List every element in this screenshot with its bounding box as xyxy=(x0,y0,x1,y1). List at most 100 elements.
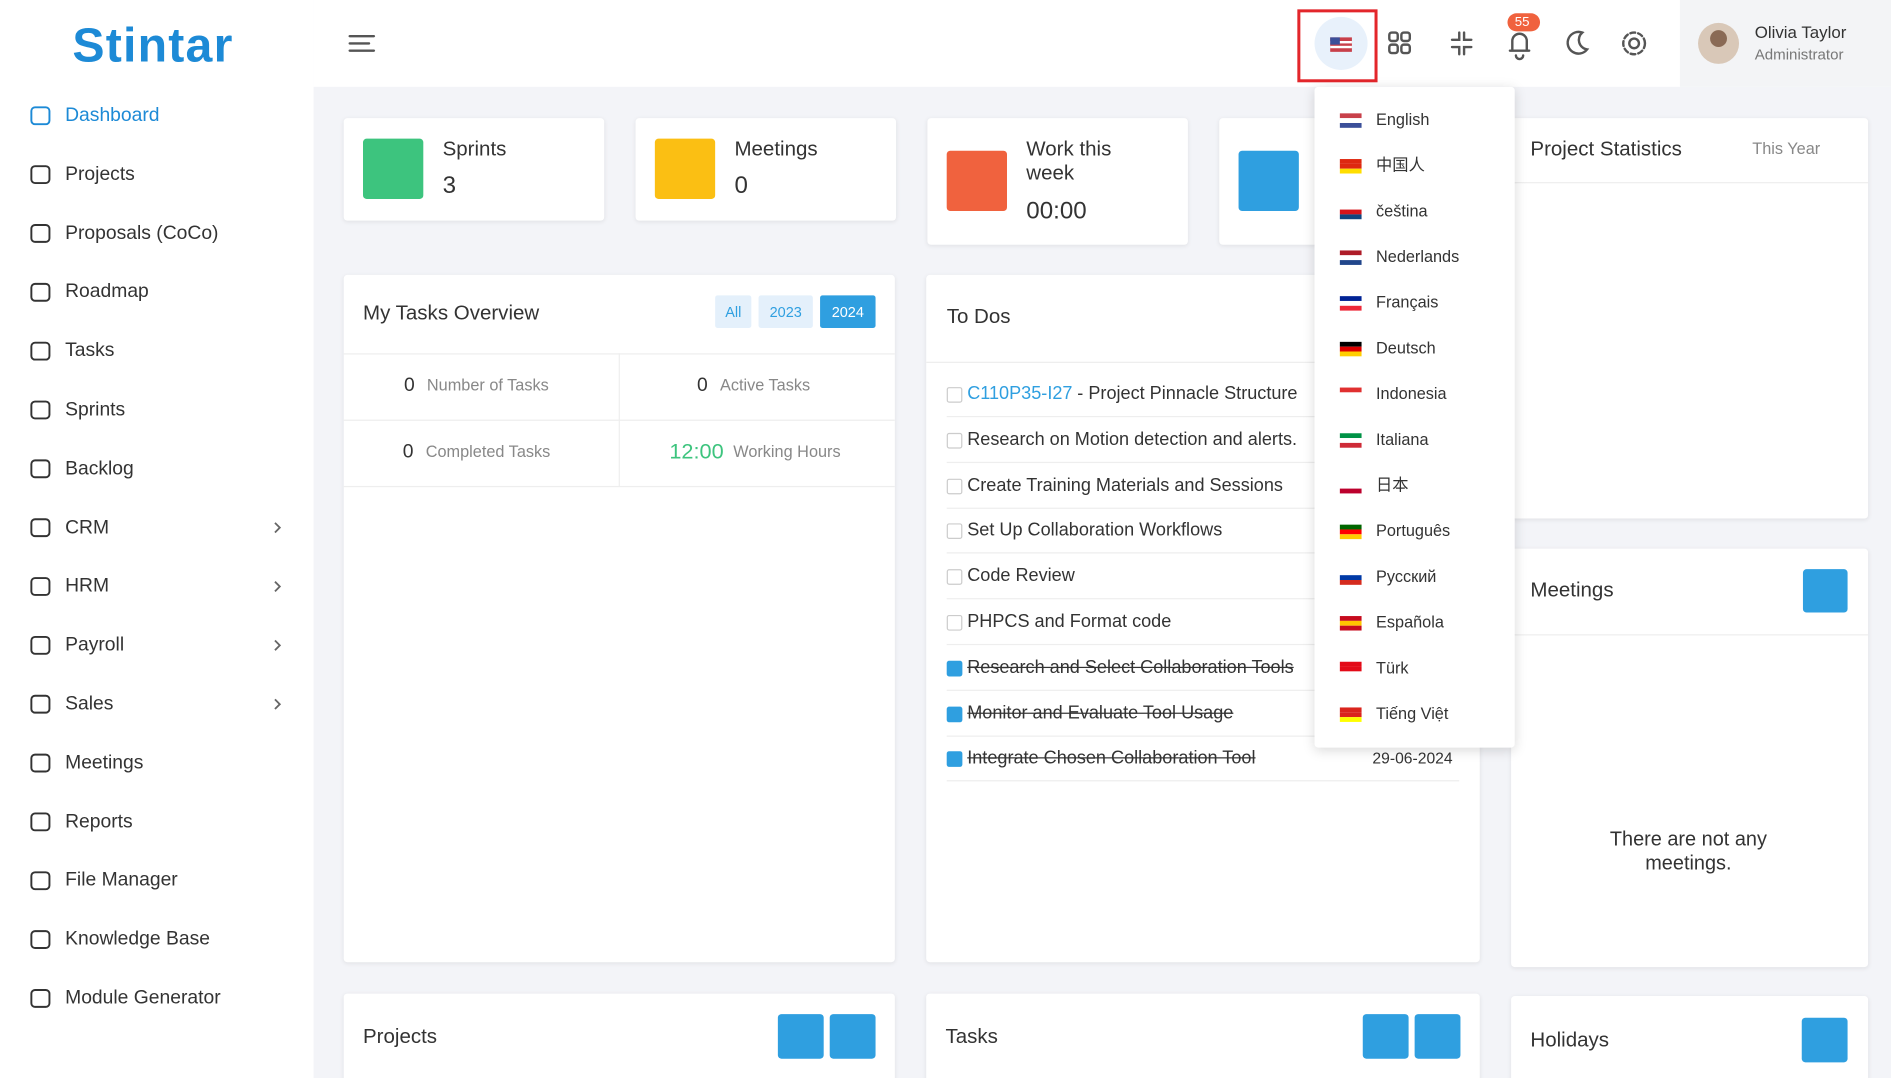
list-button[interactable] xyxy=(1362,1014,1409,1059)
todo-text[interactable]: Monitor and Evaluate Tool Usage xyxy=(967,702,1234,724)
checkbox[interactable] xyxy=(946,614,963,631)
stat-title: Meetings xyxy=(734,137,818,161)
fullscreen-icon[interactable] xyxy=(1450,31,1473,56)
todo-text[interactable]: Code Review xyxy=(967,565,1075,587)
menu-icon xyxy=(30,400,51,420)
list-button[interactable] xyxy=(1802,569,1848,613)
checkbox[interactable] xyxy=(946,569,963,586)
menu-item[interactable]: Dashboard xyxy=(65,105,160,126)
menu-icon xyxy=(30,459,51,479)
checkbox[interactable] xyxy=(946,432,963,449)
menu-icon xyxy=(30,989,51,1008)
menu-item[interactable]: Tasks xyxy=(65,340,115,362)
badge xyxy=(1507,13,1541,32)
bell-icon[interactable] xyxy=(1508,32,1531,61)
chevron xyxy=(274,698,282,710)
filter-button[interactable]: 2023 xyxy=(758,295,813,328)
chevron xyxy=(274,581,282,592)
add-button[interactable] xyxy=(829,1014,876,1059)
todo-text[interactable]: Research and Select Collaboration Tools xyxy=(967,656,1294,678)
card-title: Meetings xyxy=(1530,578,1614,602)
theme-icon[interactable] xyxy=(1566,30,1590,55)
stat-label: Completed Tasks xyxy=(425,442,551,461)
card-title: My Tasks Overview xyxy=(363,301,540,325)
stat-number: 0 xyxy=(697,375,708,396)
todo-text[interactable]: Integrate Chosen Collaboration Tool xyxy=(967,748,1256,769)
flag-icon xyxy=(1330,37,1352,52)
todo-text[interactable]: - Project Pinnacle Structure xyxy=(1077,383,1298,404)
checkbox[interactable] xyxy=(946,523,963,540)
menu-item[interactable]: Sprints xyxy=(65,399,126,421)
menu-item[interactable]: Sales xyxy=(65,693,114,715)
user-name: Olivia Taylor xyxy=(1754,22,1847,42)
menu-icon xyxy=(30,694,51,714)
language-dropdown xyxy=(1314,86,1515,748)
chevron xyxy=(274,522,282,534)
menu-item[interactable]: Module Generator xyxy=(65,988,221,1009)
menu-item[interactable]: Knowledge Base xyxy=(65,929,210,950)
todo-text[interactable]: PHPCS and Format code xyxy=(967,611,1172,632)
empty-message: There are not any meetings. xyxy=(1609,828,1767,875)
menu-item[interactable]: CRM xyxy=(65,517,110,538)
menu-item[interactable]: Reports xyxy=(65,811,133,833)
todo-code[interactable]: C110P35-I27 xyxy=(967,383,1073,404)
menu-item[interactable]: Roadmap xyxy=(65,281,149,303)
todo-text[interactable]: Research on Motion detection and alerts. xyxy=(967,429,1298,450)
menu-item[interactable]: File Manager xyxy=(65,870,178,891)
todo-date: 29-06-2024 xyxy=(1372,749,1453,768)
stat-number: 0 xyxy=(404,375,415,396)
menu-item[interactable]: Meetings xyxy=(65,752,144,774)
checkbox[interactable] xyxy=(946,387,963,403)
filter-dropdown[interactable]: This Year xyxy=(1752,139,1821,158)
stat-icon xyxy=(654,138,716,199)
checkbox[interactable] xyxy=(946,706,963,722)
divider xyxy=(946,507,1460,509)
menu-item[interactable]: Payroll xyxy=(65,634,125,656)
meetings-card xyxy=(1511,548,1869,968)
list-button[interactable] xyxy=(777,1014,824,1059)
menu-icon xyxy=(30,930,51,949)
highlight-box xyxy=(1297,9,1378,83)
stat-value: 00:00 xyxy=(1026,197,1087,225)
card-title: Tasks xyxy=(945,1024,998,1048)
divider xyxy=(946,598,1460,600)
stat-number: 12:00 xyxy=(669,439,724,464)
settings-icon[interactable] xyxy=(1628,37,1641,50)
add-button[interactable] xyxy=(1414,1014,1461,1059)
stat-icon xyxy=(946,150,1008,212)
menu-item[interactable]: Proposals (CoCo) xyxy=(65,223,219,244)
divider xyxy=(946,461,1460,463)
stat-icon xyxy=(363,138,424,199)
divider xyxy=(926,361,1480,363)
settings-icon[interactable] xyxy=(1622,31,1647,56)
divider xyxy=(1511,182,1869,184)
stat-label: Active Tasks xyxy=(719,376,811,395)
menu-icon xyxy=(30,165,51,185)
checkbox[interactable] xyxy=(946,478,963,494)
menu-icon xyxy=(30,753,51,773)
menu-icon xyxy=(30,106,51,126)
checkbox[interactable] xyxy=(946,751,963,768)
menu-icon xyxy=(30,812,51,832)
avatar xyxy=(1710,30,1727,48)
divider xyxy=(946,552,1460,554)
todo-text[interactable]: Set Up Collaboration Workflows xyxy=(967,520,1223,541)
filter-button[interactable]: 2024 xyxy=(820,295,876,328)
menu-icon xyxy=(30,341,51,361)
checkbox[interactable] xyxy=(946,660,963,677)
apps-icon[interactable] xyxy=(1388,31,1412,55)
stat-value: 3 xyxy=(442,172,457,199)
notification-count: 55 xyxy=(1514,14,1530,30)
menu-item[interactable]: Projects xyxy=(65,164,135,185)
filter-button[interactable]: All xyxy=(715,295,752,328)
list-button[interactable] xyxy=(1801,1017,1848,1063)
card-title: Project Statistics xyxy=(1530,137,1682,161)
logo: Stintar xyxy=(72,19,234,73)
divider xyxy=(1511,634,1869,636)
card-title: To Dos xyxy=(946,304,1011,328)
menu-item[interactable]: HRM xyxy=(65,576,110,597)
menu-item[interactable]: Backlog xyxy=(65,458,134,479)
todo-text[interactable]: Create Training Materials and Sessions xyxy=(967,474,1283,496)
